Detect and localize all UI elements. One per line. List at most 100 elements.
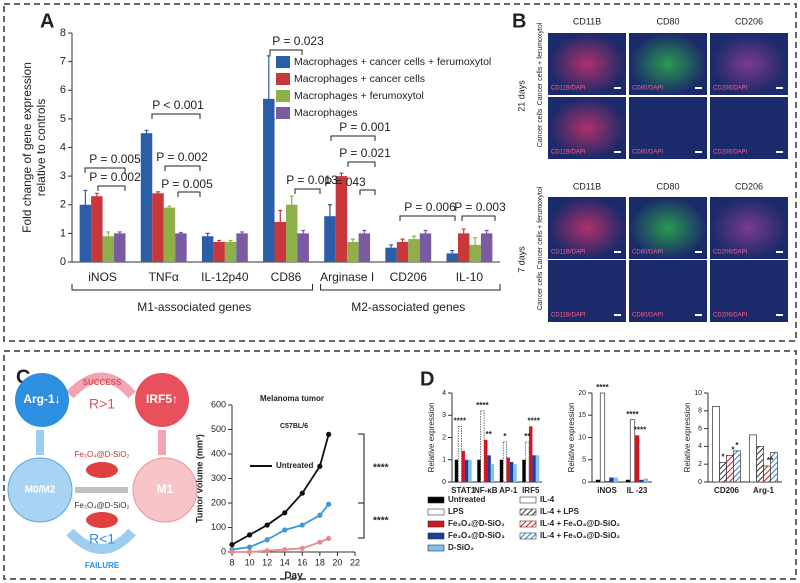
x-tick-label: CD206 — [714, 486, 739, 495]
x-tick-label: 14 — [280, 557, 290, 567]
scale-bar — [614, 314, 621, 316]
column-header: CD206 — [735, 181, 763, 191]
diagram-label: M1 — [157, 482, 174, 496]
y-tick-label: 2 — [442, 434, 446, 441]
error-bar — [423, 229, 428, 237]
y-tick-label: 1 — [442, 457, 446, 464]
bar — [522, 459, 526, 482]
bar — [396, 241, 409, 262]
y-tick-label: 0 — [698, 479, 702, 486]
y-tick-label: 100 — [211, 522, 226, 532]
significance-stars: **** — [476, 401, 489, 410]
micrograph — [629, 33, 707, 95]
significance-bracket — [97, 185, 126, 191]
x-tick-label: AP-1 — [499, 486, 518, 495]
diagram-label: M0/M2 — [25, 485, 56, 496]
y-tick-label: 6 — [698, 425, 702, 432]
y-tick-label: 5 — [582, 457, 586, 464]
x-tick-label: NF-κB — [474, 486, 498, 495]
error-bar — [94, 192, 99, 200]
y-axis-label: Relative expression — [567, 403, 576, 473]
arg-circle — [15, 373, 69, 427]
x-tick-label: CD206 — [390, 270, 428, 284]
image-label: CD206/DAPI — [713, 250, 748, 256]
bar — [152, 193, 164, 262]
y-tick-label: 8 — [60, 27, 66, 39]
bar — [733, 450, 741, 483]
error-bar — [327, 204, 332, 228]
panel-letter: B — [512, 10, 526, 32]
bar — [175, 233, 187, 262]
row-label: Cancer cells + ferumoxytol — [537, 22, 544, 105]
diagram-label: SUCCESS — [83, 378, 122, 387]
legend-swatch — [427, 532, 445, 540]
micrograph — [629, 197, 707, 259]
annotation: **** — [373, 463, 389, 474]
bar — [726, 454, 734, 483]
bar — [509, 461, 514, 482]
y-axis-label: Tumor volume (mm³) — [194, 434, 204, 523]
time-point: 7 days — [516, 246, 526, 273]
x-tick-label: 10 — [245, 557, 255, 567]
significance-bracket — [151, 113, 201, 119]
point — [317, 539, 323, 545]
micrograph — [629, 97, 707, 159]
x-tick-label: Arginase I — [320, 270, 374, 284]
y-tick-label: 600 — [211, 399, 226, 409]
legend-swatch — [276, 90, 290, 102]
bar — [609, 477, 614, 482]
bar — [529, 426, 533, 482]
legend-label: Macrophages + cancer cells + ferumoxytol — [294, 56, 491, 68]
legend-label: Untreated — [276, 461, 313, 470]
scale-bar — [614, 151, 621, 153]
bar — [468, 459, 472, 482]
bar — [91, 196, 103, 262]
point — [229, 549, 235, 555]
bar — [535, 455, 540, 482]
error-bar — [228, 239, 233, 244]
y-tick-label: 10 — [578, 434, 586, 441]
y-tick-label: 0 — [582, 479, 586, 486]
legend-swatch — [519, 532, 537, 540]
legend-swatch — [427, 520, 445, 528]
point — [282, 510, 288, 516]
bar — [236, 233, 248, 262]
x-tick-label: 18 — [315, 557, 325, 567]
scale-bar — [695, 87, 702, 89]
error-bar — [240, 231, 245, 235]
error-bar — [412, 235, 417, 242]
bar — [457, 426, 462, 483]
point — [317, 463, 323, 469]
arc — [66, 372, 136, 399]
x-tick-label: 20 — [332, 557, 342, 567]
significance-bracket — [461, 215, 496, 221]
y-tick-label: 0 — [442, 479, 446, 486]
y-tick-label: 5 — [60, 113, 66, 125]
x-tick-label: TNFα — [149, 270, 179, 284]
legend-swatch — [519, 508, 537, 516]
bar — [324, 216, 336, 262]
bar — [297, 233, 309, 262]
scale-bar — [695, 314, 702, 316]
error-bar — [461, 228, 466, 238]
significance-bracket — [177, 191, 201, 197]
bar — [446, 253, 458, 262]
x-tick-label: iNOS — [597, 486, 617, 495]
legend-label: Fe₃O₄@D-SiO₂ — [448, 519, 505, 528]
panel-frame — [3, 350, 797, 580]
y-tick-label: 10 — [694, 390, 702, 397]
image-label: CD11B/DAPI — [551, 313, 586, 319]
p-value: P = 0.005 — [161, 177, 213, 191]
bar — [484, 439, 488, 482]
bar — [480, 233, 493, 262]
group-bracket — [320, 284, 501, 291]
point — [282, 546, 288, 553]
bar — [201, 236, 214, 262]
micrograph — [548, 260, 626, 322]
significance-stars: **** — [626, 410, 639, 419]
legend-label: LPS — [448, 507, 464, 516]
annotation: Melanoma tumor — [260, 394, 324, 403]
bar — [286, 204, 298, 262]
point — [264, 522, 270, 528]
